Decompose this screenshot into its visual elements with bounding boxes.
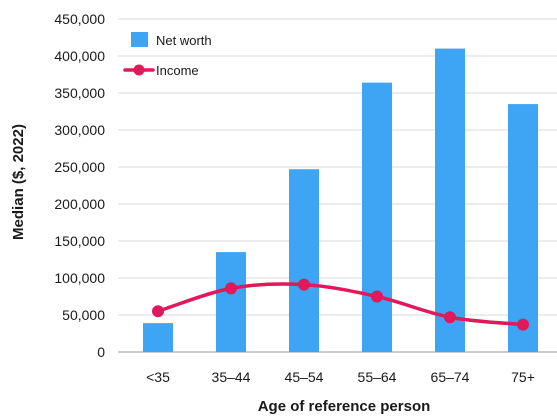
net-worth-bar — [143, 323, 173, 352]
net-worth-bar — [435, 49, 465, 352]
y-axis-title: Median ($, 2022) — [10, 124, 27, 240]
x-tick-label: <35 — [146, 369, 170, 385]
legend-net-worth-label: Net worth — [156, 33, 212, 48]
net-worth-bar — [362, 83, 392, 352]
net-worth-bar — [508, 104, 538, 352]
y-tick-label: 450,000 — [54, 11, 105, 27]
x-tick-label: 75+ — [511, 369, 535, 385]
income-point — [298, 279, 310, 291]
income-point — [444, 311, 456, 323]
income-point — [517, 319, 529, 331]
y-axis-ticks: 0 50,000 100,000 150,000 200,000 250,000 300,0… — [54, 11, 105, 360]
y-tick-label: 0 — [97, 344, 105, 360]
y-tick-label: 350,000 — [54, 85, 105, 101]
x-tick-label: 35–44 — [212, 369, 251, 385]
net-worth-bar — [289, 169, 319, 352]
y-tick-label: 150,000 — [54, 233, 105, 249]
x-tick-label: 45–54 — [285, 369, 324, 385]
income-point — [225, 282, 237, 294]
income-point — [371, 291, 383, 303]
legend-income-swatch-marker — [134, 65, 145, 76]
x-tick-label: 65–74 — [431, 369, 470, 385]
y-tick-label: 250,000 — [54, 159, 105, 175]
legend-income-label: Income — [156, 63, 199, 78]
y-tick-label: 50,000 — [62, 307, 105, 323]
net-worth-bars — [143, 49, 538, 352]
legend-net-worth-swatch — [131, 32, 148, 47]
y-tick-label: 200,000 — [54, 196, 105, 212]
income-point — [152, 305, 164, 317]
legend: Net worth Income — [125, 32, 212, 78]
income-line — [158, 284, 523, 325]
y-tick-label: 300,000 — [54, 122, 105, 138]
x-tick-label: 55–64 — [358, 369, 397, 385]
x-axis-ticks: <35 35–44 45–54 55–64 65–74 75+ — [146, 369, 535, 385]
net-worth-bar — [216, 252, 246, 352]
y-tick-label: 100,000 — [54, 270, 105, 286]
x-axis-title: Age of reference person — [258, 398, 431, 415]
income-line-series — [152, 279, 529, 331]
y-tick-label: 400,000 — [54, 48, 105, 64]
